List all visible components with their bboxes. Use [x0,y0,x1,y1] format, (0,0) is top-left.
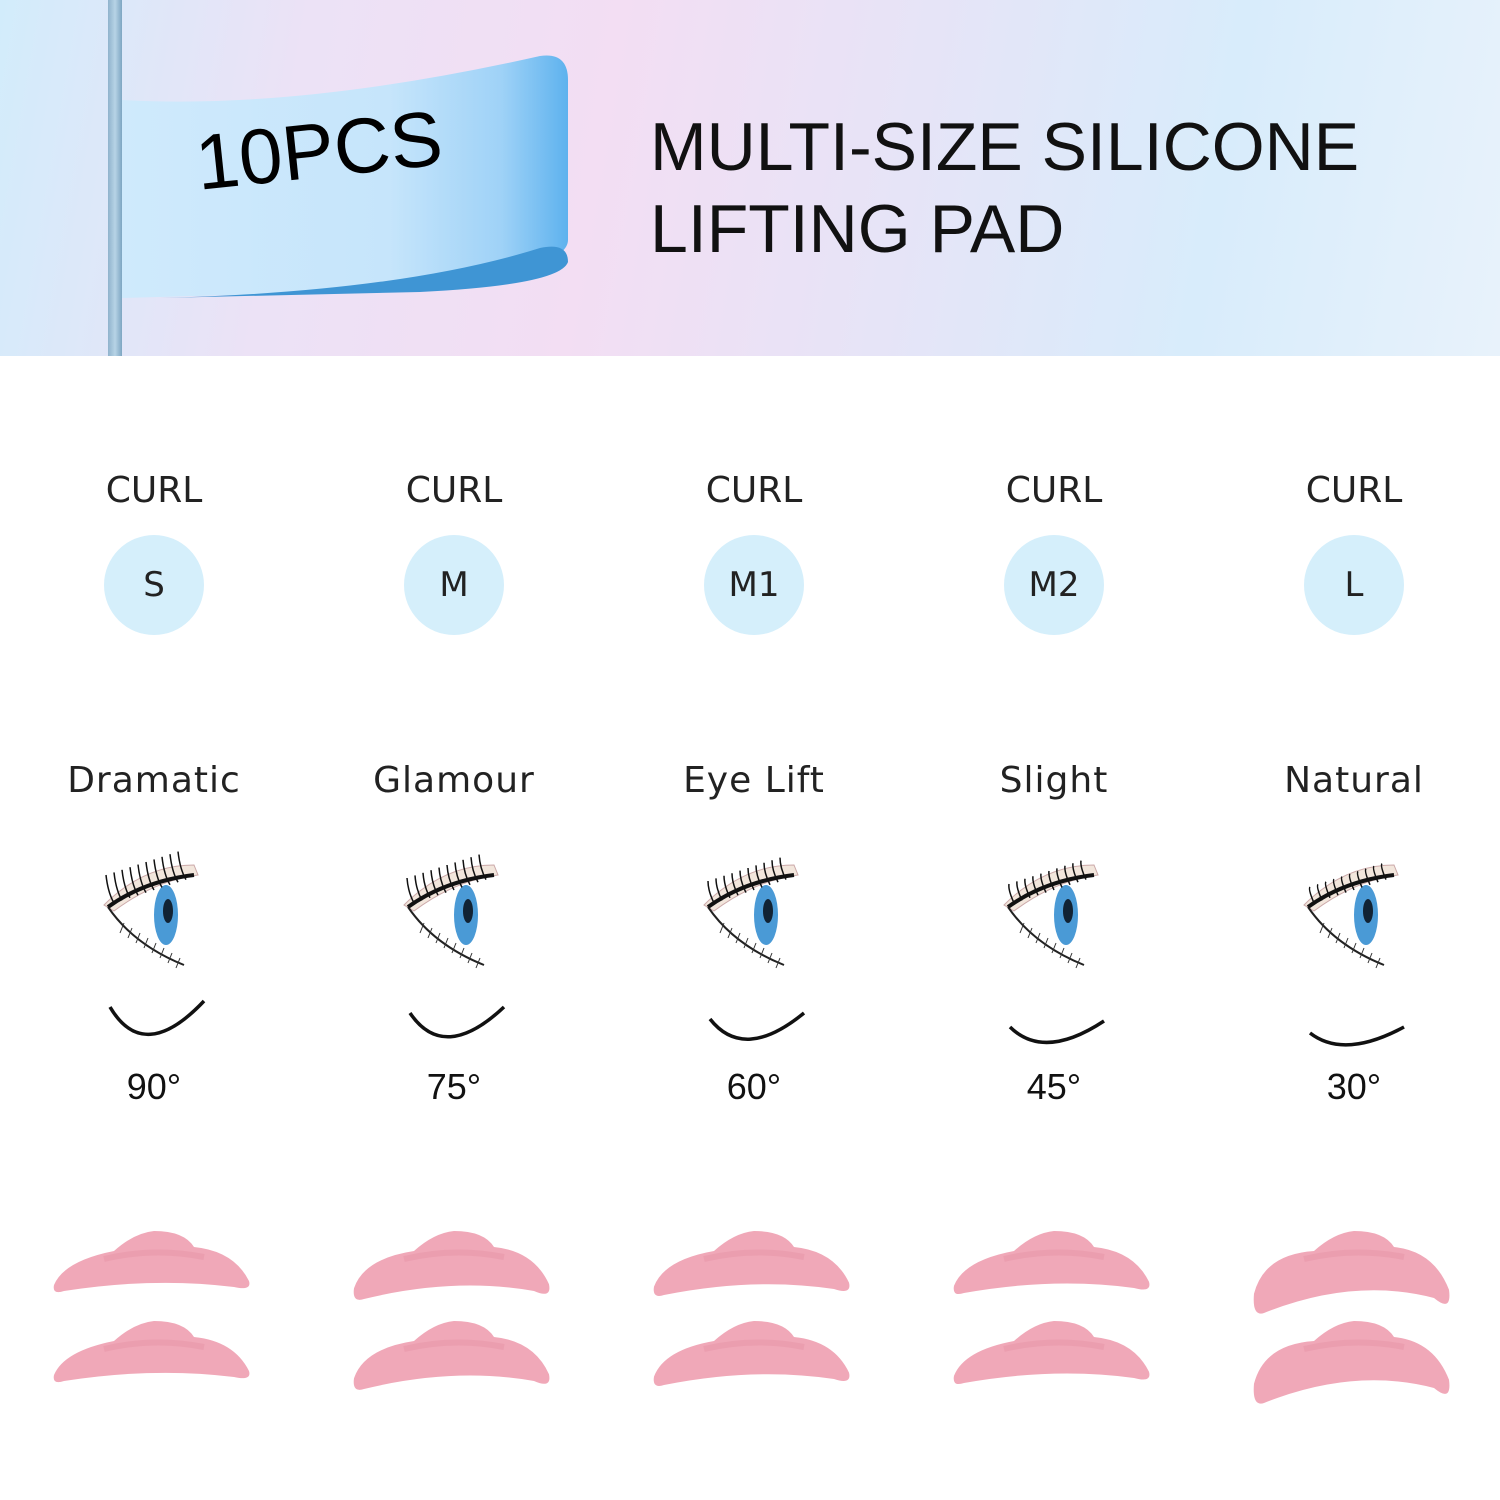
curl-label: CURL [705,470,803,511]
eye-icon [403,854,499,969]
silicone-pad [53,1231,250,1293]
silicone-pad [953,1321,1150,1385]
curl-style-label: Natural [1284,760,1424,801]
size-label: S [143,565,165,605]
size-label: L [1344,565,1364,605]
size-column: CURL M Glamour 75° [304,0,604,1500]
silicone-pad [1253,1231,1450,1314]
size-label: M1 [728,565,780,605]
header-banner: 10PCS MULTI-SIZE SILICONE LIFTING PAD [0,0,1500,356]
curl-label: CURL [405,470,503,511]
curl-degree: 60° [726,1066,782,1107]
curl-label: CURL [1005,470,1103,511]
size-column: CURL M2 Slight 45° [904,0,1204,1500]
flag-ribbon [122,55,568,298]
size-column: CURL L Natural 30° [1204,0,1500,1500]
eye-icon [703,857,799,969]
curl-style-label: Dramatic [67,760,241,801]
silicone-pad [353,1231,550,1300]
size-badge: L [1304,535,1404,635]
curl-degree: 30° [1326,1066,1382,1107]
curl-curve [708,1011,806,1041]
curl-style-label: Glamour [373,760,535,801]
silicone-pad [1253,1321,1450,1404]
size-badge: M2 [1004,535,1104,635]
curl-label: CURL [1305,470,1403,511]
size-label: M [439,565,469,605]
curl-curve [108,999,206,1037]
curl-degree: 75° [426,1066,482,1107]
page-title: MULTI-SIZE SILICONE LIFTING PAD [650,106,1359,270]
silicone-pad [653,1321,850,1386]
silicone-pad [353,1321,550,1390]
curl-label: CURL [105,470,203,511]
curl-curve [1308,1025,1405,1047]
size-badge: S [104,535,204,635]
size-label: M2 [1028,565,1080,605]
curl-style-label: Eye Lift [683,760,825,801]
size-column: CURL S Dramatic 90° [4,0,304,1500]
title-line-2: LIFTING PAD [650,191,1065,267]
silicone-pad [953,1231,1150,1295]
size-badge: M [404,535,504,635]
eye-icon [1303,863,1399,969]
eye-icon [103,851,199,969]
curl-style-label: Slight [999,760,1109,801]
silicone-pad [653,1231,850,1296]
flag-pole [108,0,122,356]
curl-degree: 90° [126,1066,182,1107]
curl-curve [1008,1019,1105,1045]
eye-icon [1003,860,1099,969]
size-column: CURL M1 Eye Lift 60° [604,0,904,1500]
curl-degree: 45° [1026,1066,1082,1107]
size-badge: M1 [704,535,804,635]
title-line-1: MULTI-SIZE SILICONE [650,109,1360,185]
curl-curve [408,1005,506,1039]
silicone-pad [53,1321,250,1383]
